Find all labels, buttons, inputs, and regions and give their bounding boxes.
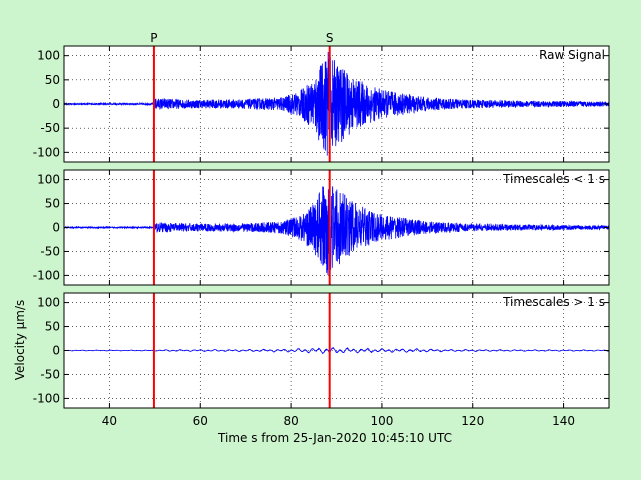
y-tick-label: -100 [33,268,60,282]
y-tick-label: 0 [52,344,60,358]
y-tick-label: 50 [45,320,60,334]
panel-1: 100 50 0 -50 -100 Raw Signal [33,45,610,163]
y-tick-label: -50 [40,121,60,135]
y-tick-label: -50 [40,367,60,381]
phase-pick-label-s: S [326,31,334,45]
y-tick-label: 100 [37,296,60,310]
y-tick-label: 50 [45,197,60,211]
y-tick-label: 0 [52,97,60,111]
axes-frame [63,292,610,409]
panel-title: Raw Signal [539,48,605,62]
x-tick-label: 60 [193,414,208,428]
x-tick-label: 40 [102,414,117,428]
panel-3: 100 50 0 -50 -100 40 60 80 100 120 140 Timescales >… [33,292,610,428]
axes-frame [63,169,610,286]
axes-frame [63,45,610,163]
x-tick-label: 100 [370,414,393,428]
x-axis-label: Time s from 25-Jan-2020 10:45:10 UTC [217,431,452,445]
y-tick-label: 100 [37,49,60,63]
phase-pick-label-p: P [150,31,157,45]
x-tick-label: 140 [552,414,575,428]
y-tick-label: 0 [52,221,60,235]
y-tick-label: -50 [40,244,60,258]
y-tick-label: -100 [33,391,60,405]
x-tick-label: 120 [461,414,484,428]
y-tick-label: 100 [37,173,60,187]
panel-title: Timescales < 1 s [502,172,605,186]
y-axis-label: Velocity μm/s [13,300,27,381]
x-tick-label: 80 [283,414,298,428]
panel-title: Timescales > 1 s [502,295,605,309]
panel-2: 100 50 0 -50 -100 Timescales < 1 s [33,169,610,286]
y-tick-label: -100 [33,145,60,159]
y-tick-label: 50 [45,73,60,87]
